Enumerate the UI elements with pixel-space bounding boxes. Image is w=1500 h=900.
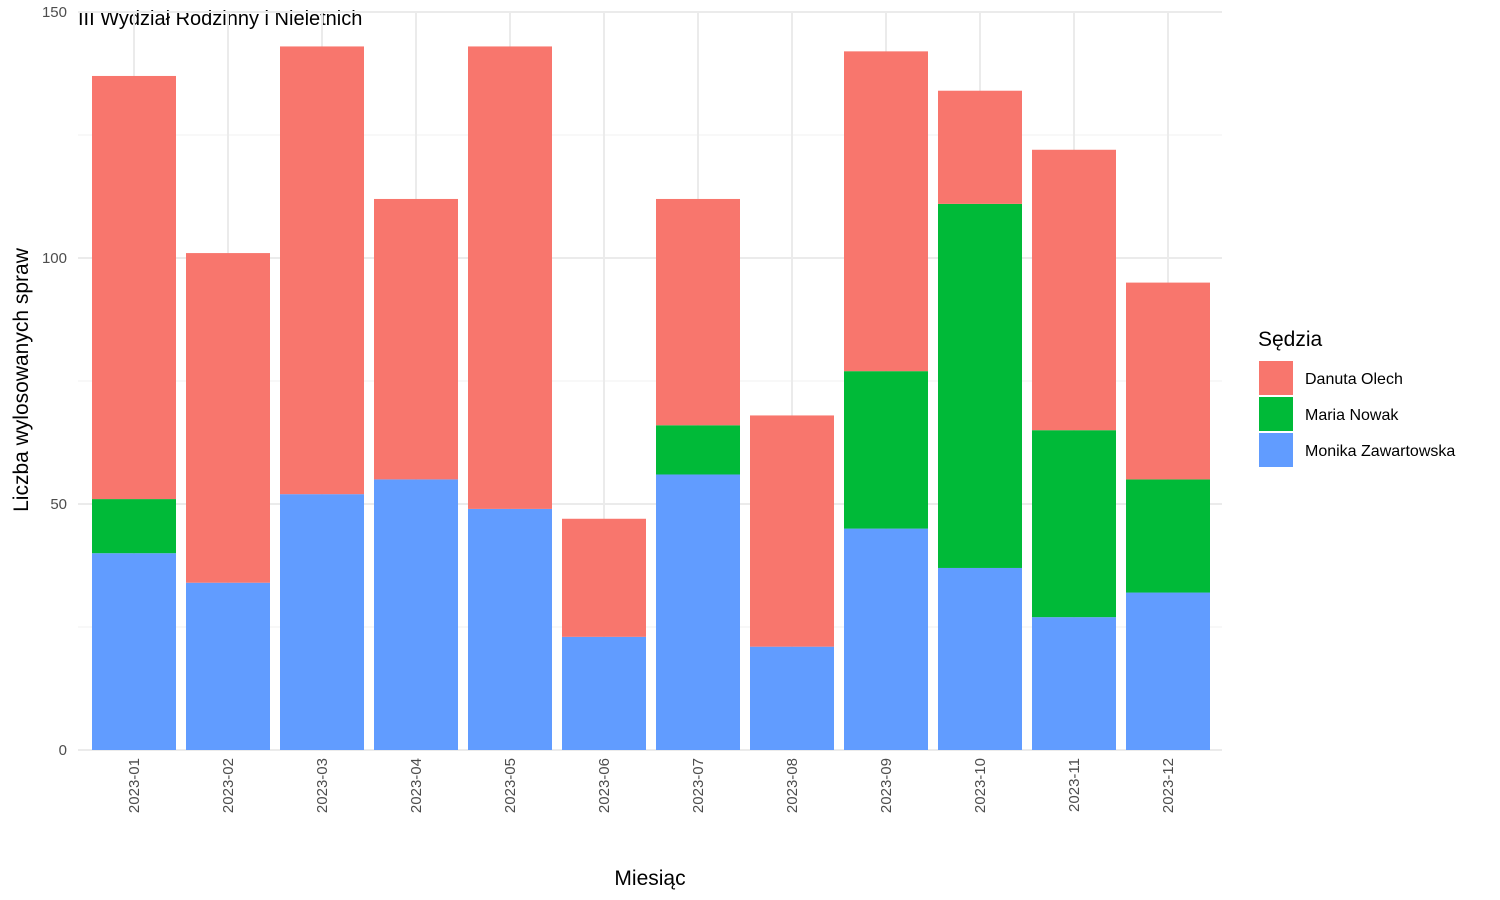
- x-tick-label: 2023-04: [408, 758, 425, 813]
- bar-segment-2023-03-monika-zawartowska: [280, 494, 364, 750]
- bar-segment-2023-07-monika-zawartowska: [656, 474, 740, 750]
- y-tick-label: 100: [42, 250, 67, 267]
- bar-segment-2023-01-maria-nowak: [92, 499, 176, 554]
- x-tick-label: 2023-12: [1160, 758, 1177, 813]
- bar-segment-2023-10-monika-zawartowska: [938, 567, 1022, 750]
- x-tick-label: 2023-03: [314, 758, 331, 813]
- legend-title: Sędzia: [1258, 328, 1323, 351]
- x-axis-label: Miesiąc: [614, 867, 685, 890]
- bar-segment-2023-09-monika-zawartowska: [844, 528, 928, 750]
- y-tick-label: 50: [50, 496, 67, 513]
- x-tick-label: 2023-02: [220, 758, 237, 813]
- x-tick-label: 2023-01: [126, 758, 143, 813]
- bar-segment-2023-11-danuta-olech: [1032, 149, 1116, 431]
- x-tick-label: 2023-08: [784, 758, 801, 813]
- y-tick-label: 150: [42, 4, 67, 21]
- bar-segment-2023-02-monika-zawartowska: [186, 582, 270, 750]
- legend: Sędzia Danuta Olech Maria Nowak Monika Zaw…: [1258, 328, 1455, 467]
- bar-segment-2023-09-danuta-olech: [844, 51, 928, 372]
- bar-segment-2023-05-monika-zawartowska: [468, 508, 552, 750]
- legend-swatch-danuta-olech: [1259, 361, 1293, 395]
- bar-segment-2023-12-maria-nowak: [1126, 479, 1210, 593]
- x-tick-label: 2023-10: [972, 758, 989, 813]
- legend-swatch-monika-zawartowska: [1259, 433, 1293, 467]
- chart-title: III Wydział Rodzinny i Nieletnich: [78, 8, 363, 30]
- bars: [92, 46, 1210, 750]
- bar-segment-2023-01-danuta-olech: [92, 75, 176, 500]
- bar-segment-2023-02-danuta-olech: [186, 253, 270, 583]
- x-tick-label: 2023-11: [1066, 758, 1083, 812]
- bar-segment-2023-03-danuta-olech: [280, 46, 364, 495]
- bar-segment-2023-08-monika-zawartowska: [750, 646, 834, 750]
- bar-segment-2023-12-monika-zawartowska: [1126, 592, 1210, 750]
- legend-swatch-maria-nowak: [1259, 397, 1293, 431]
- x-tick-label: 2023-09: [878, 758, 895, 813]
- bar-segment-2023-09-maria-nowak: [844, 371, 928, 529]
- y-axis-ticks: 0 50 100 150: [42, 4, 67, 759]
- y-axis-label: Liczba wylosowanych spraw: [10, 247, 33, 512]
- bar-segment-2023-10-maria-nowak: [938, 203, 1022, 568]
- bar-segment-2023-06-danuta-olech: [562, 518, 646, 637]
- bar-segment-2023-06-monika-zawartowska: [562, 636, 646, 750]
- bar-segment-2023-11-maria-nowak: [1032, 430, 1116, 618]
- legend-label: Monika Zawartowska: [1305, 443, 1455, 460]
- bar-segment-2023-12-danuta-olech: [1126, 282, 1210, 480]
- x-tick-label: 2023-06: [596, 758, 613, 813]
- bar-segment-2023-10-danuta-olech: [938, 90, 1022, 204]
- x-tick-label: 2023-07: [690, 758, 707, 813]
- bar-segment-2023-04-monika-zawartowska: [374, 479, 458, 750]
- bar-segment-2023-07-maria-nowak: [656, 425, 740, 475]
- legend-label: Danuta Olech: [1305, 371, 1403, 388]
- bar-segment-2023-08-danuta-olech: [750, 415, 834, 647]
- bar-segment-2023-11-monika-zawartowska: [1032, 617, 1116, 750]
- y-tick-label: 0: [59, 742, 67, 759]
- bar-segment-2023-04-danuta-olech: [374, 198, 458, 480]
- bar-segment-2023-07-danuta-olech: [656, 198, 740, 426]
- bar-segment-2023-01-monika-zawartowska: [92, 553, 176, 750]
- x-axis-ticks: 2023-01 2023-02 2023-03 2023-04 2023-05 2023-…: [126, 758, 1177, 813]
- x-tick-label: 2023-05: [502, 758, 519, 813]
- legend-label: Maria Nowak: [1305, 407, 1399, 424]
- bar-segment-2023-05-danuta-olech: [468, 46, 552, 509]
